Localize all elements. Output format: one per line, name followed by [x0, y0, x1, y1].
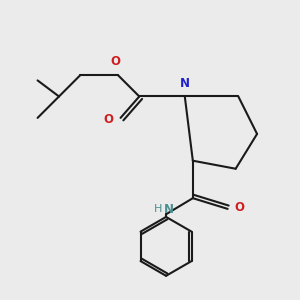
Text: N: N [164, 203, 174, 216]
Text: O: O [110, 56, 120, 68]
Text: O: O [104, 113, 114, 126]
Text: H: H [154, 204, 162, 214]
Text: N: N [180, 77, 190, 90]
Text: O: O [234, 201, 244, 214]
